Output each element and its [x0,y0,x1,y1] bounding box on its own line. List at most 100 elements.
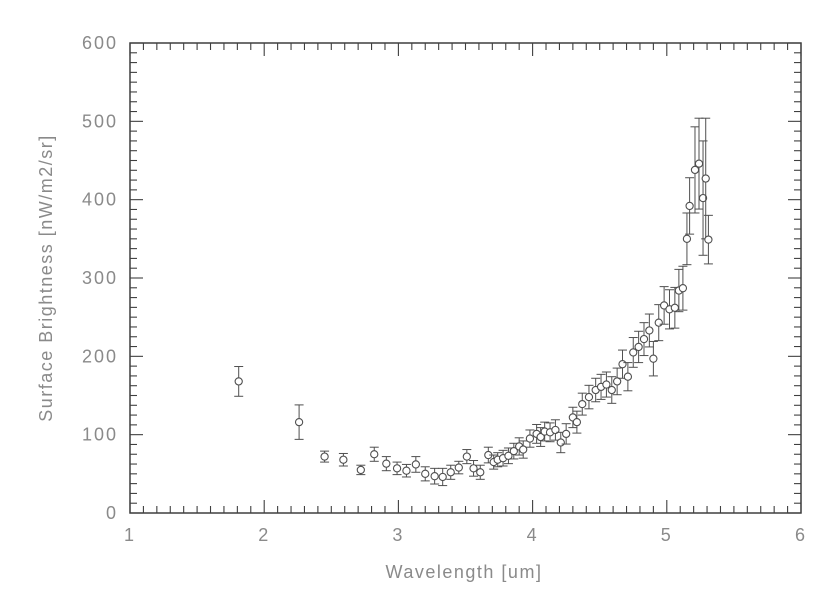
data-point [703,214,713,265]
data-point [320,450,330,463]
data-point [628,337,638,368]
data-point-marker [654,318,663,327]
data-point-marker [678,284,688,293]
data-point-marker [639,334,649,344]
x-tick-label: 5 [661,525,673,545]
data-point-marker [462,452,471,461]
data-point [430,467,440,485]
data-point [462,449,472,465]
data-point-marker [670,303,680,312]
data-point-marker [682,234,692,243]
data-point [392,461,402,476]
data-point-marker [623,372,633,381]
data-point [561,423,571,445]
data-point [294,404,304,440]
data-point-marker [469,464,478,473]
data-point [518,440,528,459]
data-point-marker [339,455,348,464]
plot-border [129,42,802,514]
data-point-marker [607,385,616,395]
data-point [454,460,464,475]
data-point-marker [556,438,565,447]
data-point [678,265,688,311]
data-point-marker [612,377,622,386]
x-tick-label: 3 [392,525,404,545]
data-point-marker [392,464,402,473]
data-point [475,464,485,480]
data-point [654,304,664,342]
data-point-marker [320,452,329,461]
data-point [584,384,594,410]
data-point-marker [701,174,710,183]
data-point-marker [525,434,535,443]
data-point [572,410,582,434]
data-point-marker [698,193,708,203]
data-point-marker [504,451,513,460]
data-point-marker [602,380,611,389]
data-point-marker [476,468,485,477]
data-point [369,446,379,462]
x-tick-label: 4 [527,525,539,545]
data-point-marker [704,235,713,244]
data-point-marker [411,460,420,469]
data-point [639,322,649,357]
data-point-marker [356,465,365,475]
x-tick-label: 6 [795,525,807,545]
data-point-marker [572,417,582,427]
data-point [550,419,560,441]
data-point-marker [519,445,528,454]
data-point [659,286,669,325]
data-point [701,117,711,240]
y-tick-label: 200 [82,346,118,366]
data-point [446,464,456,480]
y-tick-label: 400 [82,190,118,210]
data-point-marker [562,429,571,439]
axes [129,42,802,514]
data-point-marker [694,159,704,168]
data-point [381,456,391,472]
data-point-marker [382,459,391,468]
data-point [509,442,519,460]
data-point-marker [634,342,643,352]
data-point [438,467,448,487]
data-point [607,376,617,404]
data-point-marker [629,348,638,357]
data-point-marker [685,201,694,211]
data-point [525,429,535,448]
data-point [648,340,658,377]
data-point-marker [584,392,594,402]
data-point [601,371,611,398]
x-axis-title: Wavelength [um] [386,562,543,582]
y-axis-title: Surface Brightness [nW/m2/sr] [36,134,56,422]
data-point [411,456,421,473]
data-point [623,362,633,392]
data-point-marker [551,425,560,435]
data-series [234,117,713,487]
data-point-marker [578,399,587,409]
y-tick-label: 500 [82,111,118,131]
data-point-marker [509,446,518,456]
data-point [612,367,622,396]
data-point [503,447,513,465]
y-tick-label: 0 [106,503,118,523]
data-point [577,392,587,416]
x-tick-label: 2 [258,525,270,545]
data-point [338,452,348,467]
data-point-marker [294,417,304,427]
y-tick-label: 600 [82,33,118,53]
data-point-marker [370,450,379,459]
data-point-marker [430,472,439,481]
data-point-marker [454,463,463,472]
data-point [356,464,366,476]
data-point [690,126,700,214]
data-point-marker [649,354,658,363]
data-point [634,330,644,364]
data-point-marker [446,468,455,477]
axis-labels: Wavelength [um] Surface Brightness [nW/m… [36,33,807,582]
data-point-marker [645,326,654,335]
y-tick-label: 300 [82,268,118,288]
data-point [234,366,244,397]
data-point-marker [421,469,430,478]
